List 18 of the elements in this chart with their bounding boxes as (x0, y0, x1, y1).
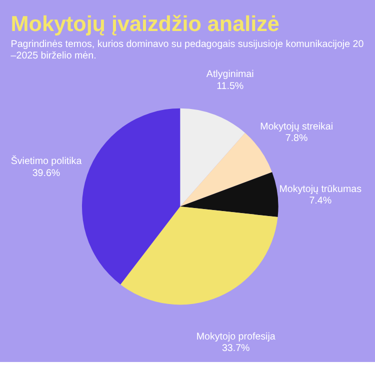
pie-slice (120, 206, 278, 305)
text: Pagrindinės temos, kurios dominavo su pedagogais susijusioje komunikacijoje 20 (10, 38, 364, 50)
pie-slice (180, 108, 246, 207)
data-label: 33.7% (222, 343, 250, 354)
slice-label: Mokytojų streikai (260, 121, 334, 132)
data-label: 39.6% (32, 168, 60, 179)
pie-slice (180, 172, 278, 217)
pie-slice (82, 108, 180, 284)
slice-label: Švietimo politika (10, 155, 82, 168)
pie-slice (180, 132, 272, 207)
data-label: 7.8% (285, 133, 308, 144)
slice-label: Mokytojų trūkumas (279, 184, 362, 195)
text: –2025 birželio mėn. (10, 50, 96, 62)
chart-title: Mokytojų įvaizdžio analizė (10, 11, 280, 36)
slice-label: Mokytojo profesija (196, 331, 276, 342)
data-label: 11.5% (216, 81, 244, 92)
data-label: 7.4% (309, 196, 332, 207)
slice-label: Atlyginimai (206, 69, 254, 80)
